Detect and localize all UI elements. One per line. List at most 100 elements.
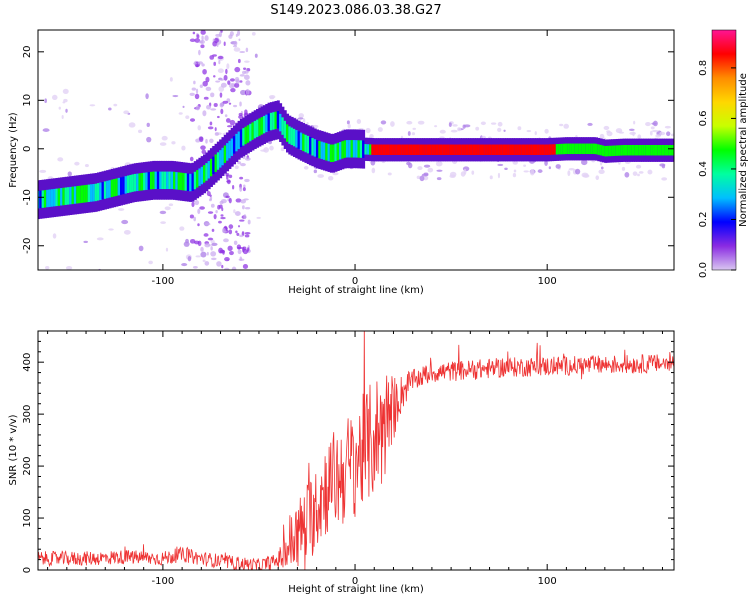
spectral-speckle (181, 263, 188, 267)
spectral-ridge-core (288, 126, 292, 144)
spectral-ridge-core (311, 138, 315, 156)
spectral-ridge-core (126, 175, 130, 194)
spectral-ridge-core (262, 115, 266, 134)
spectral-speckle (210, 246, 213, 251)
spectral-ridge-core (154, 171, 158, 190)
spectral-speckle (159, 210, 167, 215)
spectral-ridge-core (608, 145, 612, 157)
spectral-ridge-core (69, 186, 73, 205)
snr-y-axis-label: SNR (10 * v/v) (8, 414, 19, 485)
spectral-speckle (205, 76, 210, 83)
spectral-speckle (243, 214, 247, 220)
spectral-speckle (45, 266, 50, 270)
spectral-speckle (233, 47, 241, 52)
spectral-ridge-core (548, 144, 552, 155)
spectral-speckle (621, 166, 626, 171)
spectral-speckle (128, 122, 136, 128)
spectral-speckle (169, 77, 173, 82)
spectral-speckle (213, 103, 218, 108)
spectral-ridge-core (267, 113, 271, 131)
spectral-speckle (244, 232, 251, 235)
spectral-speckle (84, 164, 89, 168)
spectral-speckle (239, 74, 245, 77)
spectral-speckle (121, 219, 129, 225)
spectral-speckle (215, 80, 221, 83)
spectral-ridge-core (318, 140, 322, 159)
spectral-ridge-core (509, 144, 513, 155)
spectral-ridge-core (463, 144, 467, 155)
spectral-ridge-core (173, 171, 177, 190)
spectral-speckle (211, 242, 218, 247)
spectral-speckle (241, 70, 246, 75)
spectral-speckle (475, 126, 480, 131)
spectral-speckle (450, 129, 458, 133)
spectral-speckle (228, 197, 232, 204)
spectral-ridge-core (101, 181, 105, 200)
spectral-ridge-core (650, 145, 654, 156)
spectral-speckle (209, 55, 215, 60)
spectral-ridge-core (530, 144, 534, 155)
spectral-ridge-core (189, 173, 193, 192)
spectral-ridge-core (38, 190, 40, 209)
spectral-ridge-core (219, 150, 223, 168)
spectral-speckle (108, 107, 112, 111)
spectral-ridge-core (177, 172, 181, 190)
snr-y-tick-label: 400 (22, 353, 33, 372)
spectral-ridge-core (131, 174, 135, 192)
spectral-speckle (638, 171, 644, 174)
spectral-speckle (449, 174, 456, 178)
spectral-ridge-core (76, 186, 80, 204)
spectral-ridge-core (244, 126, 248, 145)
spectral-ridge-core (505, 144, 509, 155)
spectral-speckle (223, 74, 228, 81)
spectral-ridge-core (212, 156, 216, 175)
spectral-ridge-core (251, 122, 255, 140)
spectral-ridge-core (327, 143, 331, 162)
spectral-speckle (197, 125, 202, 131)
spectral-speckle (217, 55, 224, 60)
spectral-speckle (223, 267, 230, 270)
spectral-ridge-core (223, 145, 227, 163)
spectral-ridge-core (645, 145, 649, 156)
spectral-speckle (626, 161, 630, 165)
spectral-speckle (215, 209, 218, 214)
spectral-ridge-core (186, 173, 190, 191)
spectral-speckle (185, 115, 190, 120)
spectral-ridge-core (200, 166, 204, 185)
spectral-speckle (251, 32, 256, 36)
spectral-ridge-core (85, 184, 89, 203)
spectral-ridge-core (235, 133, 239, 152)
spectral-ridge-core (493, 144, 497, 155)
spectral-ridge-core (495, 144, 499, 155)
spectral-ridge-core (523, 144, 527, 155)
spectral-ridge-core (507, 144, 511, 155)
spectral-ridge-core (452, 144, 456, 155)
spectral-speckle (189, 38, 196, 43)
spectral-speckle (239, 50, 246, 54)
spectral-speckle (238, 38, 241, 41)
spectral-speckle (239, 219, 245, 222)
snr-x-tick-label: 100 (538, 576, 557, 587)
spectral-speckle (39, 301, 42, 304)
spectral-speckle (220, 82, 227, 88)
spectral-speckle (220, 198, 227, 204)
spectral-speckle (191, 201, 195, 208)
spectrogram-x-axis-label: Height of straight line (km) (288, 285, 424, 296)
spectral-ridge-core (553, 144, 557, 155)
spectral-speckle (197, 223, 200, 227)
spectral-ridge-core (401, 144, 405, 155)
spectral-speckle (651, 122, 657, 125)
spectral-ridge-core (525, 144, 529, 155)
spectral-ridge-core (99, 182, 103, 200)
spectral-speckle (89, 104, 96, 107)
spectral-speckle (122, 282, 128, 288)
spectral-ridge-core (643, 145, 647, 156)
spectral-speckle (238, 225, 241, 228)
spectral-speckle (195, 88, 199, 94)
spectral-speckle (219, 78, 225, 81)
spectral-speckle (530, 169, 535, 176)
spectral-ridge-core (435, 144, 439, 155)
spectral-ridge-core (366, 144, 370, 155)
spectral-ridge-core (539, 144, 543, 155)
